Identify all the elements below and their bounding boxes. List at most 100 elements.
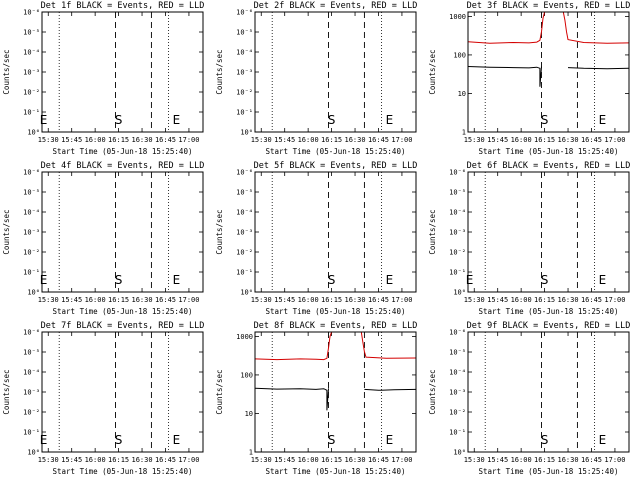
- plot-frame: [254, 331, 417, 453]
- x-axis-label: Start Time (05-Jun-18 15:25:40): [266, 307, 406, 316]
- chart-title: Det 4f BLACK = Events, RED = LLD: [41, 161, 205, 171]
- event-marker-label: E: [173, 113, 181, 127]
- plot-frame: [41, 171, 204, 293]
- event-marker-label: S: [115, 113, 123, 127]
- x-tick-label: 16:30: [344, 456, 365, 464]
- y-tick-label: 10⁻²: [236, 89, 253, 97]
- event-marker-label: E: [599, 433, 607, 447]
- event-marker-label: E: [466, 273, 474, 287]
- y-tick-label: 10⁻⁶: [23, 169, 40, 177]
- chart-panel: Det 7f BLACK = Events, RED = LLD Counts/s…: [2, 321, 204, 476]
- x-tick-label: 16:30: [131, 456, 152, 464]
- plot-frame: [467, 171, 630, 293]
- event-marker-label: E: [40, 433, 48, 447]
- y-tick-label: 10⁻¹: [23, 269, 40, 277]
- x-tick-label: 16:15: [108, 296, 129, 304]
- x-tick-label: 16:30: [557, 296, 578, 304]
- y-tick-label: 10⁻¹: [449, 429, 466, 437]
- x-tick-label: 16:45: [581, 136, 602, 144]
- y-tick-label: 10⁻⁵: [449, 349, 466, 357]
- y-tick-label: 10⁻²: [23, 89, 40, 97]
- chart-title: Det 3f BLACK = Events, RED = LLD: [467, 1, 631, 11]
- event-marker-label: E: [386, 113, 394, 127]
- y-tick-label: 10⁻³: [449, 389, 466, 397]
- x-tick-label: 17:00: [391, 456, 412, 464]
- y-axis-label: Counts/sec: [215, 369, 224, 414]
- y-tick-label: 10⁻⁶: [23, 329, 40, 337]
- x-tick-label: 16:15: [321, 136, 342, 144]
- x-tick-label: 17:00: [391, 296, 412, 304]
- y-tick-label: 100: [240, 371, 253, 379]
- series-line: [467, 66, 630, 87]
- x-tick-label: 16:45: [155, 296, 176, 304]
- x-axis-label: Start Time (05-Jun-18 15:25:40): [53, 147, 193, 156]
- x-tick-label: 16:30: [344, 136, 365, 144]
- y-tick-label: 10⁻⁴: [236, 49, 253, 57]
- series-line: [467, 11, 630, 44]
- chart-panel: Det 8f BLACK = Events, RED = LLD Counts/s…: [215, 321, 417, 476]
- y-tick-label: 10⁻⁴: [449, 209, 466, 217]
- x-tick-label: 17:00: [604, 296, 625, 304]
- y-tick-label: 10⁻⁴: [236, 209, 253, 217]
- x-tick-label: 16:15: [534, 296, 555, 304]
- y-tick-label: 10⁻⁶: [449, 329, 466, 337]
- chart-panel: Det 3f BLACK = Events, RED = LLD Counts/s…: [428, 1, 631, 156]
- series-line: [254, 331, 417, 361]
- y-tick-label: 10⁻⁵: [23, 189, 40, 197]
- x-tick-label: 16:30: [131, 296, 152, 304]
- x-tick-label: 15:30: [38, 136, 59, 144]
- y-tick-label: 10⁰: [453, 449, 466, 457]
- y-tick-label: 10⁻⁵: [23, 29, 40, 37]
- x-tick-label: 16:00: [298, 136, 319, 144]
- y-tick-label: 10⁻⁴: [23, 369, 40, 377]
- y-tick-label: 100: [453, 51, 466, 59]
- event-marker-label: S: [328, 433, 336, 447]
- x-axis-label: Start Time (05-Jun-18 15:25:40): [266, 147, 406, 156]
- x-tick-label: 16:00: [85, 136, 106, 144]
- event-marker-label: S: [541, 433, 549, 447]
- event-marker-label: E: [173, 273, 181, 287]
- y-tick-label: 10⁻³: [236, 69, 253, 77]
- x-tick-label: 16:30: [344, 296, 365, 304]
- x-axis-label: Start Time (05-Jun-18 15:25:40): [53, 307, 193, 316]
- x-tick-label: 15:30: [251, 296, 272, 304]
- y-tick-label: 10⁻¹: [236, 269, 253, 277]
- y-tick-label: 10⁻³: [23, 229, 40, 237]
- y-tick-label: 10⁻²: [449, 409, 466, 417]
- x-axis-label: Start Time (05-Jun-18 15:25:40): [479, 147, 619, 156]
- x-tick-label: 15:45: [487, 136, 508, 144]
- y-tick-label: 10⁰: [27, 129, 40, 137]
- y-axis-label: Counts/sec: [428, 369, 437, 414]
- chart-title: Det 2f BLACK = Events, RED = LLD: [254, 1, 418, 11]
- x-tick-label: 16:15: [108, 456, 129, 464]
- x-tick-label: 17:00: [178, 296, 199, 304]
- plot-frame: [41, 11, 204, 133]
- event-marker-label: E: [40, 113, 48, 127]
- y-tick-label: 10⁻⁶: [449, 169, 466, 177]
- y-tick-label: 10⁰: [240, 289, 253, 297]
- x-tick-label: 16:00: [511, 456, 532, 464]
- x-tick-label: 17:00: [178, 136, 199, 144]
- event-marker-label: E: [599, 113, 607, 127]
- y-tick-label: 10⁻³: [23, 389, 40, 397]
- y-tick-label: 10⁻⁴: [23, 49, 40, 57]
- x-tick-label: 16:15: [321, 296, 342, 304]
- x-tick-label: 15:30: [251, 136, 272, 144]
- y-tick-label: 10⁰: [27, 289, 40, 297]
- chart-panel: Det 9f BLACK = Events, RED = LLD Counts/s…: [428, 321, 630, 476]
- chart-title: Det 6f BLACK = Events, RED = LLD: [467, 161, 631, 171]
- y-tick-label: 10⁻⁶: [23, 9, 40, 17]
- x-tick-label: 15:45: [61, 296, 82, 304]
- event-marker-label: S: [328, 113, 336, 127]
- y-axis-label: Counts/sec: [2, 369, 11, 414]
- event-marker-label: S: [541, 113, 549, 127]
- x-axis-label: Start Time (05-Jun-18 15:25:40): [266, 467, 406, 476]
- chart-title: Det 1f BLACK = Events, RED = LLD: [41, 1, 205, 11]
- x-tick-label: 15:30: [38, 296, 59, 304]
- x-tick-label: 17:00: [391, 136, 412, 144]
- x-axis-label: Start Time (05-Jun-18 15:25:40): [479, 307, 619, 316]
- plot-frame: [254, 171, 417, 293]
- y-tick-label: 10⁰: [453, 289, 466, 297]
- chart-panel: Det 1f BLACK = Events, RED = LLD Counts/s…: [2, 1, 205, 156]
- x-tick-label: 17:00: [604, 136, 625, 144]
